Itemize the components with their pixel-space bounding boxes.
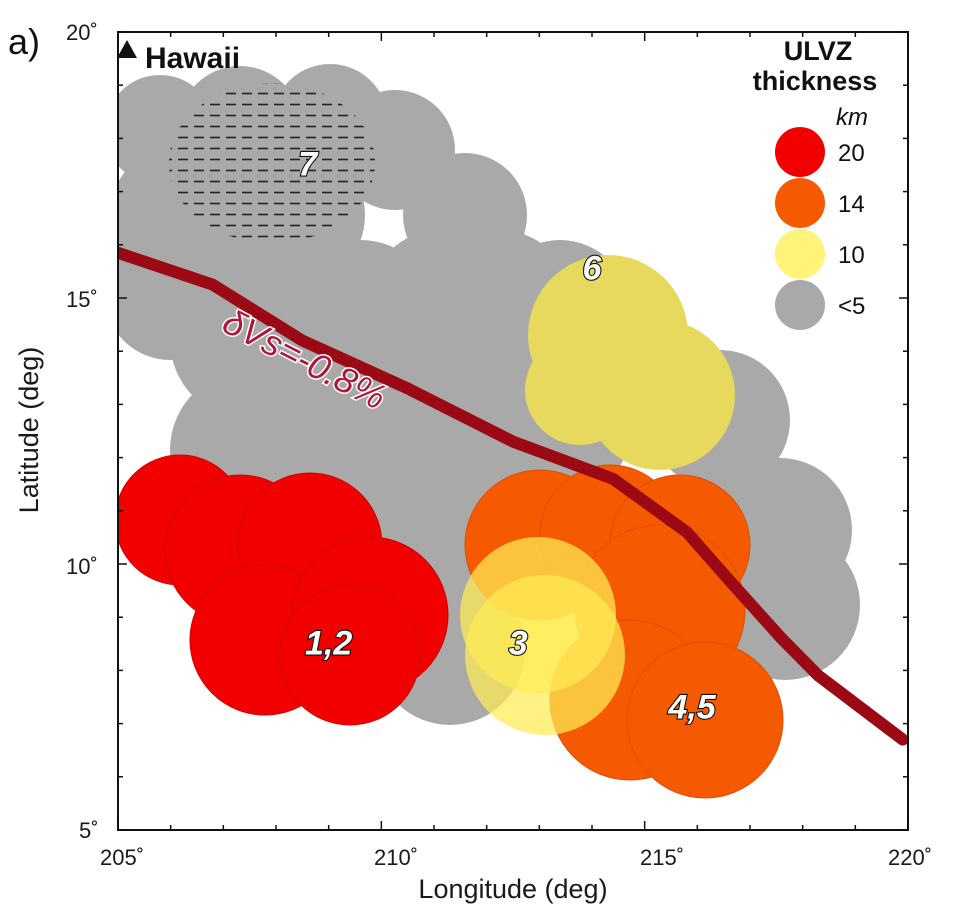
x-axis-title: Longitude (deg) [418, 874, 607, 904]
region-label: 1,2 [305, 624, 352, 662]
x-tick-label: 220˚ [888, 845, 932, 870]
triangle-icon [117, 40, 137, 58]
x-tick-label: 210˚ [374, 845, 418, 870]
ulvz-region-3 [460, 537, 625, 735]
hatched-region-7 [169, 83, 375, 243]
legend-unit: km [836, 104, 868, 131]
legend-swatch [775, 229, 825, 279]
velocity-contour-line [118, 246, 908, 746]
y-axis-title: Latitude (deg) [14, 347, 44, 514]
region-label: 7 [298, 146, 319, 184]
hawaii-label: Hawaii [145, 42, 240, 75]
legend-title: ULVZ [784, 36, 853, 66]
plot-area: δVs=-0.8% 761,2 34,5 [118, 64, 908, 799]
panel-label: a) [8, 21, 40, 62]
legend-swatch [775, 127, 825, 177]
x-tick-label: 215˚ [640, 845, 684, 870]
y-tick-label: 20˚ [66, 20, 98, 45]
x-tick-label: 205˚ [100, 845, 144, 870]
legend-item-label: 20 [838, 140, 865, 167]
region-label: 3 [509, 624, 528, 662]
region-label: 4,5 [667, 688, 716, 726]
region-label: 6 [583, 249, 603, 287]
plot-frame [117, 31, 909, 831]
region-labels: 7 6 1,2 3 4,5 [297, 145, 718, 728]
legend-title: thickness [753, 66, 878, 96]
legend-item-label: <5 [838, 293, 865, 320]
legend-item-label: 14 [838, 191, 865, 218]
ulvz-region-6 [525, 255, 735, 470]
y-tick-label: 15˚ [66, 287, 98, 312]
axis-ticks [117, 31, 909, 831]
y-tick-label: 10˚ [66, 554, 98, 579]
y-tick-label: 5˚ [79, 818, 99, 843]
legend: ULVZ thickness km 20 14 10 <5 [753, 36, 878, 330]
legend-swatch [775, 178, 825, 228]
ulvz-region-20km [118, 454, 449, 726]
legend-swatch [775, 280, 825, 330]
legend-item-label: 10 [838, 242, 865, 269]
